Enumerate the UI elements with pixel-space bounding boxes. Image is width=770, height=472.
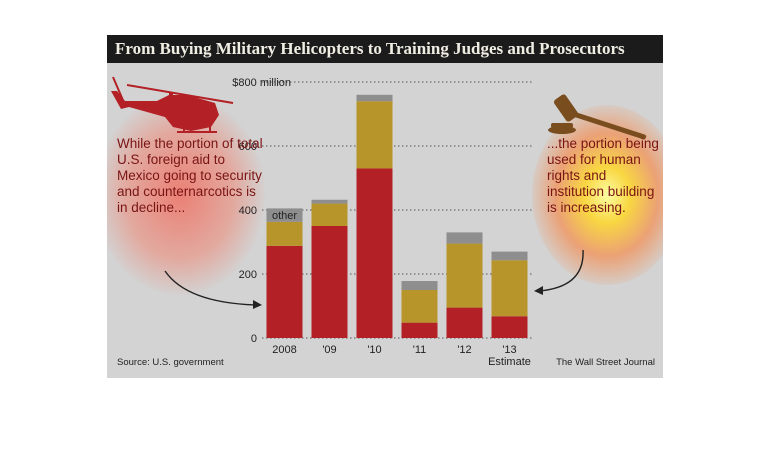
bar-segment	[491, 251, 528, 261]
bar-segment	[446, 232, 483, 244]
helicopter-icon	[111, 76, 234, 133]
bar-segment	[356, 168, 393, 338]
x-tick-label: '12	[457, 344, 471, 356]
bar-segment	[491, 316, 528, 338]
right-arrowhead	[534, 286, 543, 295]
annotation-right: ...the portion being used for human righ…	[547, 136, 659, 215]
bar-segment	[266, 208, 303, 222]
bar-segment	[356, 101, 393, 169]
bar-segment	[266, 245, 303, 338]
x-tick-label: '11	[413, 344, 427, 356]
legend-label-other: other	[272, 210, 297, 222]
source-note: Source: U.S. government	[117, 357, 224, 368]
title-bar: From Buying Military Helicopters to Trai…	[107, 35, 663, 63]
bar-segment	[401, 281, 438, 290]
gavel-icon	[548, 94, 647, 140]
left-arrow	[164, 270, 258, 306]
x-tick-label: '09	[322, 344, 336, 356]
y-tick-label: 600	[239, 141, 257, 153]
annotation-left: While the portion of total U.S. foreign …	[117, 136, 263, 215]
bar-segment	[401, 290, 438, 323]
x-tick-label: 2008	[272, 344, 296, 356]
x-tick-note: Estimate	[488, 356, 531, 368]
y-tick-label: 200	[239, 269, 257, 281]
bar-segment	[446, 243, 483, 308]
bar-segment	[311, 203, 348, 226]
y-tick-label: 400	[239, 205, 257, 217]
x-tick-label: '10	[367, 344, 381, 356]
y-tick-label: 0	[251, 333, 257, 345]
left-arrowhead	[253, 300, 262, 309]
bar-segment	[446, 307, 483, 338]
chart-title: From Buying Military Helicopters to Trai…	[115, 39, 625, 58]
bar-segment	[491, 260, 528, 317]
bar-segment	[311, 199, 348, 204]
bar-segment	[266, 221, 303, 246]
right-arrow	[538, 249, 584, 292]
y-tick-label: $800 million	[232, 77, 291, 89]
bar-segment	[401, 322, 438, 338]
bar-segment	[356, 94, 393, 102]
plot-area: 0 200 400 600 $800 million other 2008 '09 '10 '…	[111, 76, 647, 368]
x-tick-label: '13	[502, 344, 516, 356]
credit-note: The Wall Street Journal	[556, 357, 655, 368]
bar-segment	[311, 226, 348, 338]
chart-figure: From Buying Military Helicopters to Trai…	[107, 35, 663, 378]
